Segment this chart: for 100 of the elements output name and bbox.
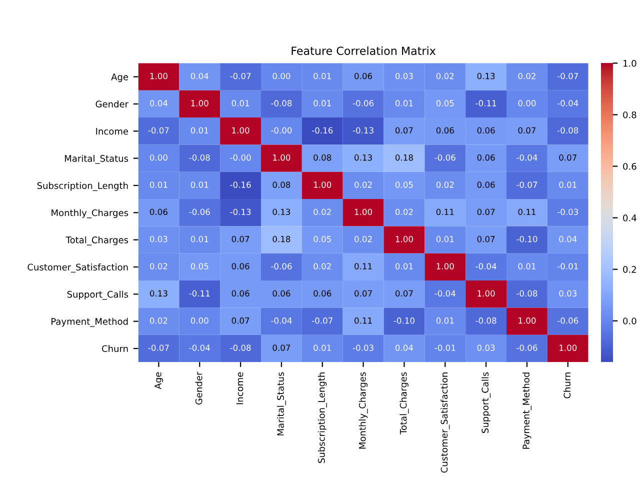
data-label: 0.01 [436, 317, 454, 324]
data-label: 1.00 [354, 208, 372, 216]
data-label: -0.06 [434, 154, 456, 161]
data-label: -0.16 [230, 182, 251, 188]
x-tick-label: Churn [564, 372, 571, 398]
y-tick-label: Marital_Status [65, 154, 128, 164]
data-label: -0.11 [476, 100, 496, 106]
data-label: 0.08 [314, 154, 332, 161]
data-label: 0.01 [190, 127, 208, 134]
data-label: 0.13 [354, 154, 372, 161]
data-label: 0.06 [272, 290, 290, 297]
color-bar-label: 1.0 [623, 60, 636, 67]
y-tick-label: Customer_Satisfaction [28, 264, 128, 273]
data-label: -0.08 [230, 344, 251, 351]
data-label: 0.02 [314, 208, 331, 216]
data-label: -0.06 [189, 208, 210, 216]
data-label: 0.08 [272, 182, 290, 188]
x-tick-label: Marital_Status [276, 372, 286, 436]
data-label: -0.07 [312, 317, 332, 324]
data-label: 1.00 [436, 263, 454, 270]
data-label: 0.05 [190, 263, 208, 270]
data-label: 1.00 [232, 127, 250, 134]
data-label: -0.01 [434, 344, 456, 351]
data-label: 0.05 [436, 100, 454, 106]
y-tick-label: Subscription_Length [37, 182, 128, 192]
x-tick-label: Customer_Satisfaction [440, 372, 450, 473]
data-label: 0.01 [314, 72, 331, 80]
data-label: -0.08 [271, 100, 292, 106]
data-label: 0.07 [232, 236, 250, 242]
data-label: -0.00 [271, 127, 292, 134]
y-tick-label: Support_Calls [67, 290, 128, 300]
data-label: 0.05 [314, 236, 331, 242]
data-label: 0.01 [150, 182, 168, 188]
data-label: 0.06 [477, 127, 495, 134]
data-label: 0.00 [190, 317, 208, 324]
data-label: 0.07 [477, 208, 495, 216]
data-label: 0.02 [436, 182, 454, 188]
data-label: -0.07 [230, 72, 251, 80]
data-label: -0.16 [312, 127, 333, 134]
data-label: 0.06 [477, 182, 495, 188]
data-label: 0.00 [150, 154, 168, 161]
data-label: 0.01 [559, 182, 576, 188]
data-label: -0.11 [189, 290, 210, 297]
data-label: 0.02 [354, 182, 372, 188]
data-label: 0.11 [354, 263, 372, 270]
data-label: 0.01 [190, 236, 208, 242]
data-label: 0.11 [354, 317, 372, 324]
data-label: 1.00 [396, 236, 413, 242]
data-label: -0.08 [189, 154, 210, 161]
data-label: -0.07 [148, 344, 169, 351]
color-bar-label: 0.2 [623, 266, 636, 273]
data-label: -0.06 [271, 263, 292, 270]
x-tick-label: Total_Charges [400, 372, 409, 435]
data-label: 0.03 [477, 344, 495, 351]
data-label: -0.00 [230, 154, 251, 161]
data-label: 0.00 [518, 100, 536, 106]
x-tick-label: Income [236, 372, 244, 404]
x-tick-label: Gender [195, 372, 202, 405]
data-label: 0.07 [272, 344, 290, 351]
data-label: -0.10 [394, 317, 414, 324]
data-label: 0.07 [477, 236, 495, 242]
x-tick-label: Age [154, 372, 164, 390]
data-label: 0.02 [150, 317, 168, 324]
data-label: 0.04 [150, 100, 168, 106]
data-label: 1.00 [478, 290, 495, 297]
data-label: 1.00 [273, 154, 290, 161]
x-tick-label: Payment_Method [522, 372, 532, 449]
data-label: 0.18 [395, 154, 413, 161]
data-label: -0.08 [558, 127, 578, 134]
data-label: 0.07 [518, 127, 536, 134]
data-label: 0.07 [395, 290, 413, 297]
data-label: -0.03 [352, 344, 374, 351]
data-label: -0.01 [558, 263, 578, 270]
data-label: 0.01 [232, 100, 250, 106]
data-label: 0.06 [354, 72, 372, 80]
data-label: 0.06 [436, 127, 454, 134]
data-label: -0.04 [558, 100, 578, 106]
data-label: 0.01 [395, 100, 413, 106]
data-label: 0.01 [314, 344, 331, 351]
data-label: 0.01 [314, 100, 331, 106]
data-label: 0.18 [272, 236, 290, 242]
data-label: -0.08 [476, 317, 496, 324]
data-label: -0.13 [230, 208, 251, 216]
data-label: 0.01 [395, 263, 413, 270]
data-label: 0.02 [395, 208, 413, 216]
x-tick-label: Monthly_Charges [358, 372, 368, 449]
data-label: -0.04 [271, 317, 292, 324]
data-label: 0.07 [232, 317, 250, 324]
color-bar-label: 0.0 [623, 318, 636, 324]
data-label: 0.11 [436, 208, 454, 216]
data-label: 0.04 [395, 344, 414, 351]
data-label: 0.02 [436, 72, 454, 80]
x-tick-label: Support_Calls [482, 372, 491, 433]
y-tick-label: Age [111, 74, 128, 82]
data-label: 0.01 [518, 263, 536, 270]
data-label: 0.01 [436, 236, 454, 242]
y-tick-label: Monthly_Charges [52, 209, 128, 218]
color-bar-label: 0.6 [623, 162, 636, 170]
color-bar-label: 0.8 [623, 111, 636, 118]
data-label: -0.07 [148, 127, 169, 134]
